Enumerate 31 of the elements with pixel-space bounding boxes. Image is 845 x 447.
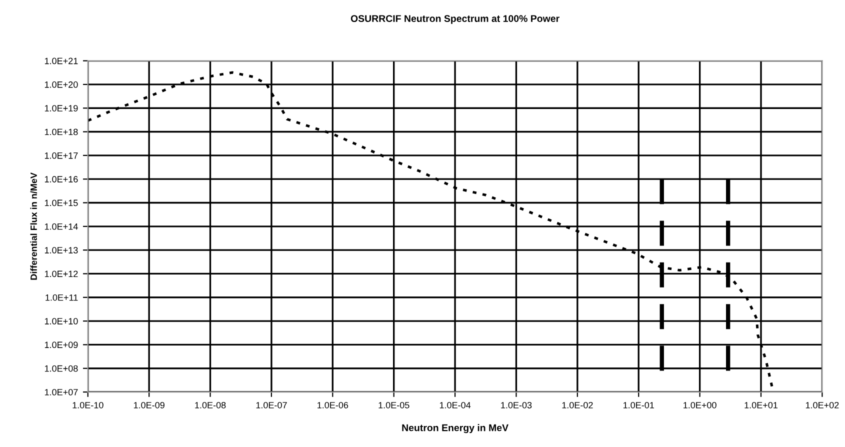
- y-tick-label: 1.0E+21: [44, 58, 78, 64]
- y-tick-label: 1.0E+19: [44, 105, 78, 112]
- x-tick-label: 1.0E-02: [562, 402, 593, 408]
- x-tick-label: 1.0E-03: [501, 402, 532, 408]
- x-tick-label: 1.0E-04: [440, 402, 471, 408]
- y-tick-label: 1.0E+10: [44, 318, 78, 324]
- y-tick-label: 1.0E+08: [44, 365, 78, 372]
- y-tick-label: 1.0E+17: [44, 152, 78, 159]
- y-tick-label: 1.0E+12: [44, 270, 78, 278]
- x-tick-label: 1.0E-01: [623, 402, 654, 408]
- y-tick-label: 1.0E+16: [44, 176, 78, 182]
- y-tick-label: 1.0E+20: [44, 81, 78, 88]
- x-tick-label: 1.0E-08: [195, 402, 226, 408]
- x-tick-label: 1.0E+00: [684, 402, 716, 408]
- x-axis-title: Neutron Energy in MeV: [402, 424, 508, 434]
- x-tick-label: 1.0E-07: [256, 402, 287, 408]
- y-tick-label: 1.0E+15: [44, 200, 78, 206]
- x-tick-label: 1.0E-09: [134, 402, 164, 408]
- chart-title: OSURRCIF Neutron Spectrum at 100% Power: [350, 15, 560, 24]
- x-tick-label: 1.0E-06: [318, 402, 348, 408]
- y-tick-label: 1.0E+09: [44, 342, 78, 348]
- x-tick-label: 1.0E+02: [806, 402, 839, 408]
- y-tick-label: 1.0E+14: [44, 223, 78, 230]
- x-tick-label: 1.0E-05: [378, 402, 410, 408]
- y-tick-label: 1.0E+18: [44, 128, 78, 136]
- x-tick-label: 1.0E-10: [72, 402, 104, 408]
- y-tick-label: 1.0E+11: [46, 294, 78, 301]
- y-axis-title: Differential Flux in n/MeV: [30, 172, 38, 280]
- y-tick-label: 1.0E+07: [44, 388, 78, 396]
- x-tick-label: 1.0E+01: [744, 402, 778, 408]
- y-tick-label: 1.0E+13: [44, 247, 78, 254]
